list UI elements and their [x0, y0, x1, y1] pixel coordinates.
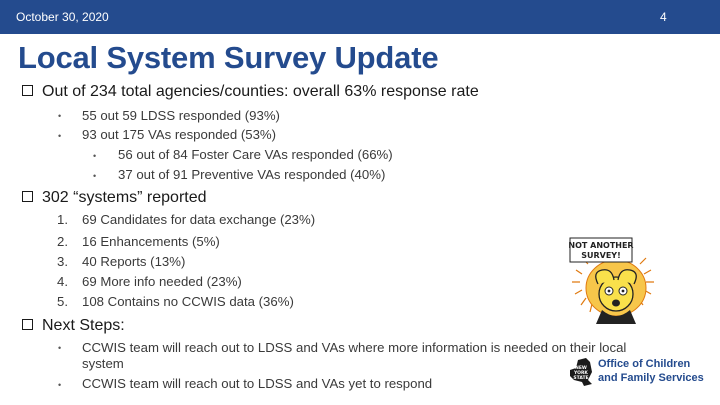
bullet-icon: •	[58, 131, 62, 141]
response-rate-heading: Out of 234 total agencies/counties: over…	[22, 83, 479, 101]
next-steps-heading: Next Steps:	[22, 317, 125, 335]
page-number: 4	[660, 10, 667, 24]
list-number: 2.	[57, 234, 68, 249]
stressed-person-cartoon-icon: NOT ANOTHER SURVEY!	[568, 237, 654, 324]
state-name-line3: STATE	[573, 375, 588, 381]
organization-name-line2: and Family Services	[598, 372, 704, 384]
next-step-item: CCWIS team will reach out to LDSS and VA…	[82, 340, 627, 355]
bullet-icon: •	[93, 171, 97, 181]
checkbox-bullet-icon	[22, 191, 33, 202]
next-step-item-continued: system	[82, 356, 124, 371]
systems-heading: 302 “systems” reported	[22, 189, 207, 207]
response-item: 55 out 59 LDSS responded (93%)	[82, 108, 280, 123]
list-number: 3.	[57, 254, 68, 269]
state-name-line1: NEW	[575, 365, 587, 371]
response-item: 93 out 175 VAs responded (53%)	[82, 127, 277, 142]
state-name-line2: YORK	[573, 370, 588, 376]
systems-item: 69 More info needed (23%)	[82, 274, 242, 289]
bullet-icon: •	[58, 380, 62, 390]
response-subitem: 56 out of 84 Foster Care VAs responded (…	[118, 147, 393, 162]
bullet-icon: •	[58, 343, 62, 353]
systems-item: 69 Candidates for data exchange (23%)	[82, 212, 316, 227]
response-subitem: 37 out of 91 Preventive VAs responded (4…	[118, 167, 386, 182]
slide-date: October 30, 2020	[16, 10, 109, 24]
checkbox-bullet-icon	[22, 319, 33, 330]
list-number: 1.	[57, 212, 68, 227]
list-number: 4.	[57, 274, 68, 289]
organization-name: Office of Children and Family Services	[598, 357, 704, 385]
organization-name-line1: Office of Children	[598, 358, 691, 370]
systems-item: 16 Enhancements (5%)	[82, 234, 220, 249]
header-bar: October 30, 2020 4	[0, 0, 720, 34]
next-steps-heading-text: Next Steps:	[42, 317, 125, 334]
systems-item: 108 Contains no CCWIS data (36%)	[82, 294, 294, 309]
bullet-icon: •	[93, 151, 97, 161]
cartoon-caption-line1: NOT ANOTHER	[568, 241, 633, 250]
list-number: 5.	[57, 294, 68, 309]
ocfs-logo: NEW YORK STATE Office of Children and Fa…	[568, 356, 708, 390]
cartoon-caption-line2: SURVEY!	[581, 251, 621, 260]
slide-title: Local System Survey Update	[18, 40, 439, 75]
new-york-state-map-icon: NEW YORK STATE	[570, 358, 592, 386]
next-step-item: CCWIS team will reach out to LDSS and VA…	[82, 376, 433, 391]
systems-heading-text: 302 “systems” reported	[42, 189, 207, 206]
bullet-icon: •	[58, 111, 62, 121]
response-rate-heading-text: Out of 234 total agencies/counties: over…	[42, 83, 479, 100]
systems-item: 40 Reports (13%)	[82, 254, 186, 269]
checkbox-bullet-icon	[22, 85, 33, 96]
